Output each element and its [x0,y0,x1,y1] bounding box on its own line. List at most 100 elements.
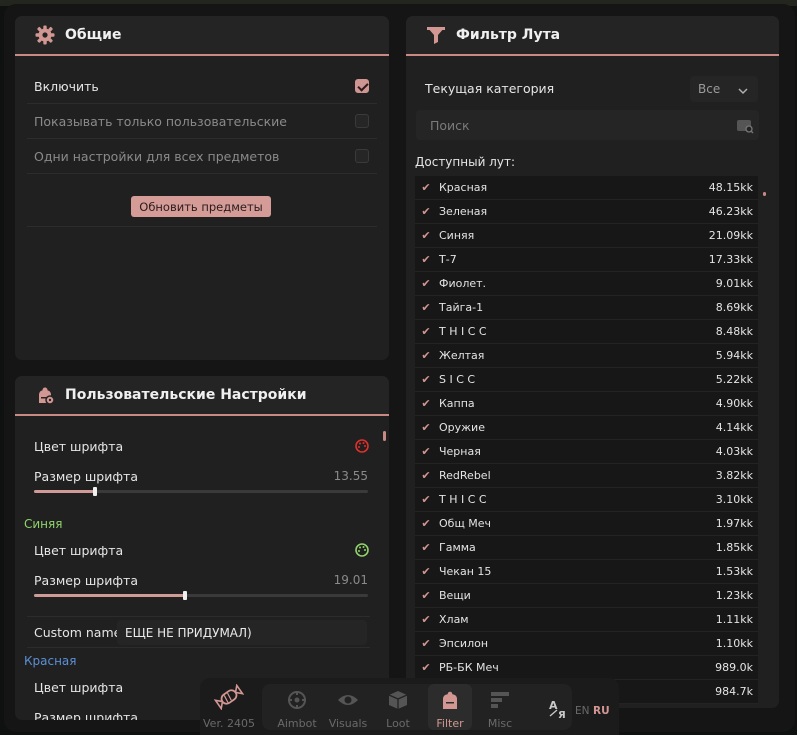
loot-item-value: 984.7k [715,685,753,698]
checkmark-icon[interactable]: ✔ [421,205,431,218]
loot-item-name: S I C C [439,373,476,386]
checkmark-icon[interactable]: ✔ [421,397,431,410]
only-custom-checkbox[interactable] [355,114,369,128]
chevron-down-icon [738,81,748,100]
loot-item-value: 8.69kk [715,301,753,314]
custom-settings-title: Пользовательские Настройки [65,387,307,403]
loot-item[interactable]: ✔ T H I C C 8.48kk [415,320,758,344]
enable-checkbox[interactable] [355,79,369,93]
loot-item[interactable]: ✔ Фиолет. 9.01kk [415,272,758,296]
checkmark-icon[interactable]: ✔ [421,517,431,530]
checkmark-icon[interactable]: ✔ [421,253,431,266]
palette-icon[interactable] [355,438,369,457]
slider-knob[interactable] [93,487,97,496]
checkmark-icon[interactable]: ✔ [421,613,431,626]
loot-item-value: 8.48kk [715,325,753,338]
loot-item[interactable]: ✔ Хлам 1.11kk [415,608,758,632]
group-label-red: Красная [24,654,77,668]
loot-item[interactable]: ✔ Тайга-1 8.69kk [415,296,758,320]
loot-item[interactable]: ✔ Т-7 17.33kk [415,248,758,272]
filter-bag-icon [440,690,460,717]
checkmark-icon[interactable]: ✔ [421,661,431,674]
checkmark-icon[interactable]: ✔ [421,445,431,458]
search-placeholder: Поиск [430,118,470,133]
loot-item[interactable]: ✔ Синяя 21.09kk [415,224,758,248]
loot-item[interactable]: ✔ T H I C C 3.10kk [415,488,758,512]
divider [27,226,377,227]
general-panel-title: Общие [65,27,122,43]
loot-item[interactable]: ✔ РБ-БК Меч 989.0k [415,656,758,680]
tab-loot-label: Loot [386,717,410,730]
lang-ru[interactable]: RU [593,705,610,717]
enable-label: Включить [34,78,99,94]
font-color-label: Цвет шрифта [34,439,124,454]
loot-item[interactable]: ✔ Чекан 15 1.53kk [415,560,758,584]
font-color-label: Цвет шрифта [34,680,124,695]
loot-item-value: 989.0k [715,661,753,674]
checkmark-icon[interactable]: ✔ [421,277,431,290]
update-items-button[interactable]: Обновить предметы [131,196,271,217]
enable-row[interactable]: Включить [27,69,377,104]
loot-item-value: 1.11kk [715,613,753,626]
loot-list-scrollbar[interactable] [763,192,766,196]
loot-item[interactable]: ✔ Общ Меч 1.97kk [415,512,758,536]
slider-knob[interactable] [183,591,187,600]
checkmark-icon[interactable]: ✔ [421,325,431,338]
category-select[interactable]: Все [690,76,758,102]
font-size-slider[interactable] [34,487,368,496]
custom-name-value: ЕЩЕ НЕ ПРИДУМАЛ) [125,626,252,640]
only-custom-row[interactable]: Показывать только пользовательские [27,104,377,139]
loot-item[interactable]: ✔ Эпсилон 1.10kk [415,632,758,656]
checkmark-icon[interactable]: ✔ [421,421,431,434]
checkmark-icon[interactable]: ✔ [421,229,431,242]
loot-item-value: 5.22kk [715,373,753,386]
checkmark-icon[interactable]: ✔ [421,637,431,650]
palette-icon[interactable] [355,542,369,561]
same-settings-checkbox[interactable] [355,149,369,163]
same-settings-row[interactable]: Одни настройки для всех предметов [27,139,377,174]
checkmark-icon[interactable]: ✔ [421,493,431,506]
slider-fill [34,490,94,493]
loot-item[interactable]: ✔ Вещи 1.23kk [415,584,758,608]
loot-item[interactable]: ✔ Зеленая 46.23kk [415,200,758,224]
tab-visuals[interactable]: Visuals [324,684,372,730]
tab-misc[interactable]: Misc [478,684,522,730]
checkmark-icon[interactable]: ✔ [421,373,431,386]
loot-item-name: Хлам [439,613,469,626]
loot-item[interactable]: ✔ RedRebel 3.82kk [415,464,758,488]
checkmark-icon[interactable]: ✔ [421,181,431,194]
loot-item-name: Зеленая [439,205,488,218]
loot-item[interactable]: ✔ Гамма 1.85kk [415,536,758,560]
loot-item-name: Чекан 15 [439,565,492,578]
loot-item[interactable]: ✔ Каппа 4.90kk [415,392,758,416]
checkmark-icon[interactable]: ✔ [421,469,431,482]
loot-item[interactable]: ✔ S I C C 5.22kk [415,368,758,392]
custom-name-input[interactable]: ЕЩЕ НЕ ПРИДУМАЛ) [117,620,367,645]
loot-item[interactable]: ✔ Желтая 5.94kk [415,344,758,368]
tab-loot[interactable]: Loot [376,684,420,730]
search-input[interactable]: Поиск [416,110,759,140]
loot-item[interactable]: ✔ Красная 48.15kk [415,176,758,200]
custom-settings-scrollbar[interactable] [383,431,386,441]
font-size-slider[interactable] [34,591,368,600]
tab-aimbot[interactable]: Aimbot [274,684,320,730]
loot-item[interactable]: ✔ Черная 4.03kk [415,440,758,464]
loot-item-value: 1.53kk [715,565,753,578]
tab-filter[interactable]: Filter [428,684,472,730]
loot-item-value: 21.09kk [708,229,753,242]
checkmark-icon[interactable]: ✔ [421,301,431,314]
checkmark-icon[interactable]: ✔ [421,541,431,554]
font-size-label: Размер шрифта [34,710,138,720]
checkmark-icon[interactable]: ✔ [421,349,431,362]
checkmark-icon[interactable]: ✔ [421,589,431,602]
checkmark-icon[interactable]: ✔ [421,565,431,578]
lang-en[interactable]: EN [575,705,590,717]
loot-item-value: 9.01kk [715,277,753,290]
loot-item[interactable]: ✔ Оружие 4.14kk [415,416,758,440]
loot-filter-title: Фильтр Лута [456,27,561,43]
loot-item-value: 48.15kk [708,181,753,194]
same-settings-label: Одни настройки для всех предметов [34,148,280,164]
bottom-nav: Ver. 2405 Aimbot Visuals Loot Filter [200,678,619,735]
crosshair-icon [287,690,307,717]
